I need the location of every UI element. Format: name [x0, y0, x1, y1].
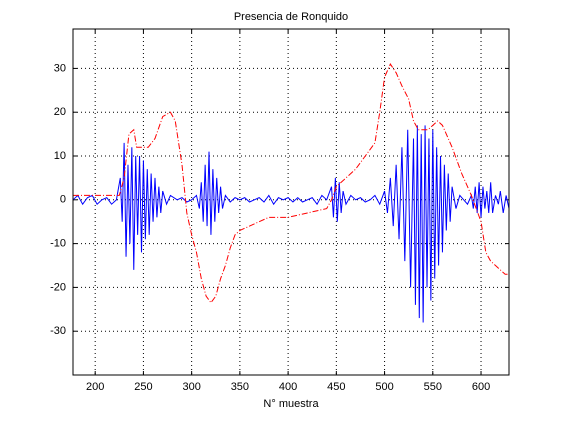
y-tick-label: 30	[54, 62, 66, 74]
x-tick-label: 400	[279, 381, 297, 393]
y-tick-label: 10	[54, 150, 66, 162]
x-tick-label: 350	[231, 381, 249, 393]
axes-box	[72, 28, 510, 376]
x-tick-label: 250	[134, 381, 152, 393]
series-line	[72, 125, 510, 323]
x-tick-label: 550	[424, 381, 442, 393]
x-tick-label: 200	[86, 381, 104, 393]
y-tick-label: 20	[54, 106, 66, 118]
x-tick-label: 600	[472, 381, 490, 393]
chart-title: Presencia de Ronquido	[234, 11, 348, 23]
y-tick-label: -20	[50, 281, 66, 293]
x-axis-label: N° muestra	[263, 398, 319, 410]
x-tick-label: 300	[182, 381, 200, 393]
y-tick-label: 0	[60, 194, 66, 206]
y-tick-label: -30	[50, 325, 66, 337]
x-tick-label: 500	[375, 381, 393, 393]
x-tick-label: 450	[327, 381, 345, 393]
series-line	[73, 62, 509, 304]
y-tick-label: -10	[50, 238, 66, 250]
